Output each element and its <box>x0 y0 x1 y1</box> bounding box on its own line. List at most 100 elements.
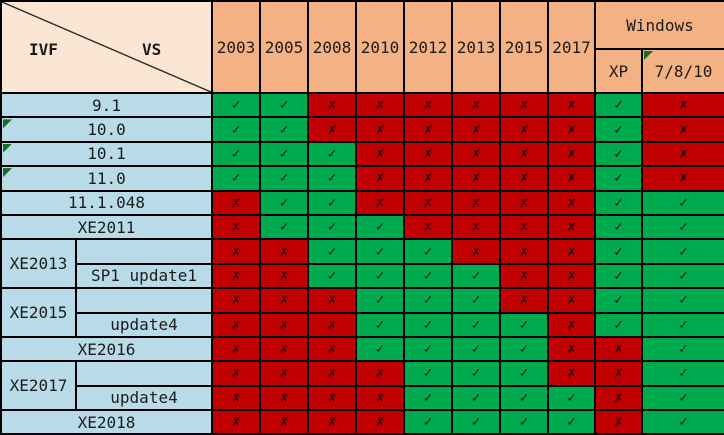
compat-cell: ✓ <box>594 311 643 338</box>
compat-cell: ✗ <box>451 116 501 143</box>
col-header-2005: 2005 <box>259 0 309 94</box>
compat-cell: ✓ <box>499 360 549 387</box>
compat-cell: ✗ <box>499 91 549 119</box>
corner-header-cell: IVF VS <box>0 0 213 94</box>
compat-cell: ✗ <box>211 360 261 387</box>
compat-cell: ✓ <box>641 262 724 290</box>
compat-cell: ✗ <box>451 238 501 265</box>
compat-cell: ✗ <box>259 311 309 338</box>
compat-cell: ✗ <box>211 384 261 412</box>
row-label-text: 10.1 <box>87 144 126 164</box>
compat-cell: ✗ <box>641 140 724 168</box>
compat-cell: ✓ <box>403 335 453 363</box>
row-sublabel-xe2015-update4: update4 <box>75 311 213 338</box>
compat-cell: ✗ <box>499 262 549 290</box>
compat-cell: ✓ <box>307 165 357 192</box>
compat-cell: ✓ <box>307 238 357 265</box>
compat-cell: ✗ <box>307 409 357 435</box>
compat-cell: ✓ <box>403 409 453 435</box>
compat-cell: ✓ <box>594 165 643 192</box>
compat-cell: ✓ <box>451 262 501 290</box>
compat-cell: ✗ <box>594 360 643 387</box>
compat-cell: ✓ <box>594 238 643 265</box>
row-label-text: 10.0 <box>87 120 126 140</box>
compat-cell: ✓ <box>307 262 357 290</box>
col-header-2008: 2008 <box>307 0 357 94</box>
compat-cell: ✗ <box>547 165 596 192</box>
compat-cell: ✗ <box>211 409 261 435</box>
compat-cell: ✗ <box>307 311 357 338</box>
compat-cell: ✓ <box>211 165 261 192</box>
compat-cell: ✗ <box>547 287 596 314</box>
row-label-text: XE2018 <box>77 412 136 432</box>
compat-cell: ✗ <box>403 165 453 192</box>
col-header-xp: XP <box>594 48 643 94</box>
compat-cell: ✗ <box>259 287 309 314</box>
col-header-2013: 2013 <box>451 0 501 94</box>
compat-cell: ✗ <box>547 335 596 363</box>
row-label-xe2016: XE2016 <box>0 335 213 363</box>
compat-cell: ✗ <box>355 165 405 192</box>
compat-cell: ✓ <box>547 384 596 412</box>
col-header-2015: 2015 <box>499 0 549 94</box>
col-header-7-8-10-label: 7/8/10 <box>654 61 713 81</box>
compat-cell: ✓ <box>594 91 643 119</box>
compat-cell: ✗ <box>641 116 724 143</box>
compat-cell: ✗ <box>307 116 357 143</box>
compat-cell: ✗ <box>259 238 309 265</box>
compat-cell: ✓ <box>403 262 453 290</box>
compat-cell: ✓ <box>259 213 309 241</box>
compat-cell: ✗ <box>499 116 549 143</box>
compat-cell: ✓ <box>259 91 309 119</box>
compat-cell: ✓ <box>641 409 724 435</box>
compat-cell: ✗ <box>451 91 501 119</box>
compat-cell: ✓ <box>451 384 501 412</box>
compat-cell: ✓ <box>403 384 453 412</box>
row-sublabel-sp1-update1: SP1 update1 <box>75 262 213 290</box>
compat-cell: ✗ <box>211 189 261 216</box>
compat-cell: ✓ <box>403 287 453 314</box>
compat-cell: ✓ <box>259 116 309 143</box>
compat-cell: ✓ <box>259 165 309 192</box>
compat-cell: ✗ <box>211 311 261 338</box>
row-label-11-0: 11.0 <box>0 165 213 192</box>
compat-cell: ✗ <box>211 287 261 314</box>
compat-cell: ✗ <box>547 140 596 168</box>
compat-cell: ✓ <box>641 384 724 412</box>
note-triangle-icon <box>3 143 12 153</box>
compat-cell: ✓ <box>307 189 357 216</box>
compat-cell: ✓ <box>641 213 724 241</box>
compat-cell: ✓ <box>641 335 724 363</box>
compat-cell: ✗ <box>547 262 596 290</box>
compat-cell: ✓ <box>594 116 643 143</box>
note-triangle-icon <box>3 119 12 129</box>
compat-cell: ✗ <box>499 140 549 168</box>
compat-cell: ✓ <box>594 287 643 314</box>
compat-cell: ✗ <box>547 238 596 265</box>
compat-cell: ✗ <box>355 116 405 143</box>
compat-cell: ✗ <box>307 91 357 119</box>
compat-cell: ✗ <box>499 287 549 314</box>
compat-cell: ✗ <box>641 91 724 119</box>
compat-cell: ✓ <box>641 360 724 387</box>
compat-cell: ✓ <box>403 238 453 265</box>
row-group-label-xe2017: XE2017 <box>0 360 77 412</box>
row-label-xe2018: XE2018 <box>0 409 213 435</box>
compat-cell: ✗ <box>211 213 261 241</box>
note-triangle-icon <box>644 51 653 60</box>
compat-cell: ✓ <box>259 140 309 168</box>
compat-cell: ✓ <box>641 238 724 265</box>
compat-cell: ✗ <box>355 409 405 435</box>
compat-cell: ✗ <box>641 165 724 192</box>
compat-cell: ✓ <box>594 189 643 216</box>
col-header-7-8-10: 7/8/10 <box>641 48 724 94</box>
row-sublabel-xe2017-update4: update4 <box>75 384 213 412</box>
compat-cell: ✗ <box>547 189 596 216</box>
compat-cell: ✓ <box>211 91 261 119</box>
compat-cell: ✗ <box>307 384 357 412</box>
compat-cell: ✓ <box>355 238 405 265</box>
row-sublabel-xe2017-blank <box>75 360 213 387</box>
compat-cell: ✗ <box>403 91 453 119</box>
compat-cell: ✓ <box>594 262 643 290</box>
compat-cell: ✗ <box>211 262 261 290</box>
